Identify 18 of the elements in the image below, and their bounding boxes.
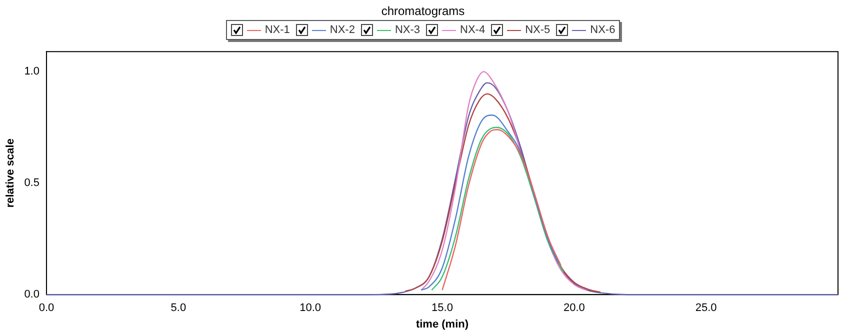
y-tick-label: 0.5 bbox=[24, 177, 40, 190]
x-axis-title: time (min) bbox=[416, 318, 469, 330]
y-tick-label: 1.0 bbox=[24, 66, 40, 78]
legend-label: NX-6 bbox=[590, 24, 616, 36]
legend-label: NX-2 bbox=[330, 24, 355, 36]
legend-label: NX-5 bbox=[525, 24, 550, 36]
y-tick-label: 0.0 bbox=[24, 288, 40, 301]
x-tick-label: 15.0 bbox=[432, 302, 453, 314]
legend-label: NX-4 bbox=[460, 24, 486, 36]
x-tick-label: 0.0 bbox=[38, 302, 54, 314]
legend-label: NX-1 bbox=[264, 24, 290, 36]
legend-label: NX-3 bbox=[394, 24, 420, 36]
y-axis-title: relative scale bbox=[4, 138, 17, 208]
x-tick-label: 10.0 bbox=[300, 302, 322, 314]
x-tick-label: 25.0 bbox=[695, 302, 717, 314]
x-tick-label: 20.0 bbox=[563, 302, 585, 314]
x-tick-label: 5.0 bbox=[170, 302, 186, 314]
chart-title: chromatograms bbox=[380, 3, 466, 20]
